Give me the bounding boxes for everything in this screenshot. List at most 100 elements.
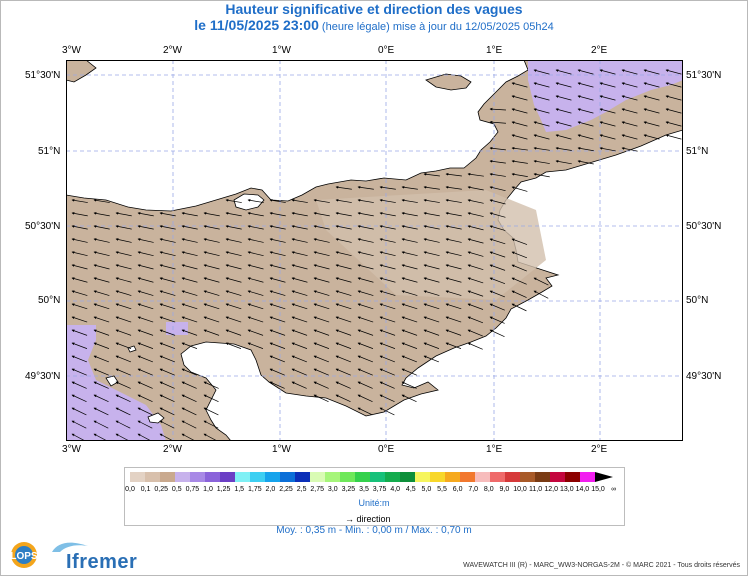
direction-arrow xyxy=(357,394,373,403)
lat-tick-left: 51°30'N xyxy=(25,70,61,81)
color-scale-swatch xyxy=(355,472,370,482)
direction-arrow xyxy=(137,407,153,416)
color-scale-swatch xyxy=(385,472,400,482)
direction-arrow xyxy=(159,212,176,217)
direction-arrow xyxy=(423,355,439,363)
direction-arrow xyxy=(71,342,88,349)
direction-arrow xyxy=(115,355,131,363)
direction-arrow xyxy=(335,238,352,243)
lon-tick-bottom: 3°W xyxy=(62,444,81,455)
direction-arrow xyxy=(357,212,374,217)
direction-arrow xyxy=(137,264,154,270)
color-scale-swatch xyxy=(250,472,265,482)
direction-arrow xyxy=(247,212,264,217)
legend-labels: 0,0 0,1 0,25 0,5 0,75 1,0 1,25 1,5 1,75 2,0 2,25 2,… xyxy=(0,486,748,498)
direction-arrow xyxy=(159,420,175,429)
direction-arrow xyxy=(137,277,154,283)
direction-arrow xyxy=(181,225,198,230)
color-scale-swatch xyxy=(550,472,565,482)
direction-arrow xyxy=(269,368,285,376)
direction-arrow xyxy=(225,212,242,217)
color-scale-swatch xyxy=(295,472,310,482)
direction-arrow xyxy=(335,290,352,296)
lon-tick-bottom: 1°E xyxy=(486,444,503,455)
direction-arrow xyxy=(225,198,242,203)
lon-tick-top: 3°W xyxy=(62,45,81,56)
direction-arrow xyxy=(181,238,198,243)
direction-arrow xyxy=(401,316,418,323)
direction-arrow xyxy=(203,225,220,230)
direction-arrow xyxy=(577,82,594,88)
color-scale-swatch xyxy=(325,472,340,482)
direction-arrow xyxy=(181,420,197,429)
direction-arrow xyxy=(71,407,87,416)
direction-arrow xyxy=(357,264,374,270)
direction-arrow xyxy=(445,303,462,310)
direction-arrow xyxy=(71,212,88,217)
direction-arrow xyxy=(467,186,484,191)
direction-arrow xyxy=(555,121,572,127)
direction-arrow xyxy=(335,212,352,217)
direction-arrow xyxy=(71,329,88,336)
color-scale-swatch xyxy=(370,472,385,482)
direction-arrow xyxy=(379,355,395,363)
direction-arrow xyxy=(313,212,330,217)
direction-arrow xyxy=(203,329,220,336)
legend-tick-label: 5,0 xyxy=(421,486,432,493)
direction-arrow xyxy=(423,303,440,310)
direction-arrow xyxy=(159,407,175,416)
direction-arrow xyxy=(93,238,110,243)
wave-map[interactable] xyxy=(66,60,683,441)
jersey-island xyxy=(147,412,165,424)
direction-arrow xyxy=(93,420,109,429)
calm-sea-patch xyxy=(528,60,683,132)
direction-arrow xyxy=(291,198,308,203)
direction-arrow xyxy=(93,368,109,376)
legend-tick-label: 8,0 xyxy=(483,486,494,493)
lat-tick-left: 50°N xyxy=(38,295,61,306)
direction-arrow xyxy=(357,290,374,296)
color-scale-swatch xyxy=(415,472,430,482)
direction-arrow xyxy=(115,368,131,376)
direction-arrow xyxy=(357,198,374,203)
direction-arrow xyxy=(489,225,506,231)
direction-arrow xyxy=(665,121,682,127)
direction-arrow xyxy=(115,225,132,230)
direction-arrow xyxy=(335,303,352,310)
direction-arrow xyxy=(181,277,198,283)
legend-tick-label: 5,5 xyxy=(437,486,447,493)
direction-arrow xyxy=(291,381,307,389)
direction-arrow xyxy=(357,368,373,376)
direction-arrow xyxy=(181,290,198,296)
direction-arrow xyxy=(313,394,329,403)
direction-arrow xyxy=(467,225,484,231)
color-scale-swatch xyxy=(145,472,160,482)
direction-arrow xyxy=(159,394,175,403)
direction-arrow xyxy=(357,355,373,363)
direction-arrow xyxy=(577,160,594,165)
direction-arrow xyxy=(401,394,417,403)
direction-arrow xyxy=(159,238,176,243)
direction-arrow xyxy=(511,264,527,272)
direction-arrow xyxy=(599,108,616,114)
direction-arrow xyxy=(335,329,352,336)
direction-arrow xyxy=(291,329,308,336)
legend-tick-label: 7,0 xyxy=(468,486,479,493)
direction-arrow xyxy=(93,329,110,336)
direction-arrow xyxy=(511,108,528,114)
direction-arrow xyxy=(335,185,352,190)
direction-arrow xyxy=(445,172,462,177)
direction-arrow xyxy=(445,329,462,336)
direction-arrow xyxy=(269,316,286,323)
color-scale-swatch xyxy=(280,472,295,482)
direction-arrow xyxy=(335,394,351,403)
legend-tick-label: 2,25 xyxy=(279,486,293,493)
direction-arrow xyxy=(313,290,330,296)
direction-arrow xyxy=(511,95,528,101)
direction-arrow xyxy=(423,212,440,217)
color-scale-swatch xyxy=(205,472,220,482)
direction-arrow xyxy=(71,303,88,310)
direction-arrow xyxy=(357,185,374,190)
direction-arrow xyxy=(137,355,153,363)
direction-arrow xyxy=(137,303,154,310)
